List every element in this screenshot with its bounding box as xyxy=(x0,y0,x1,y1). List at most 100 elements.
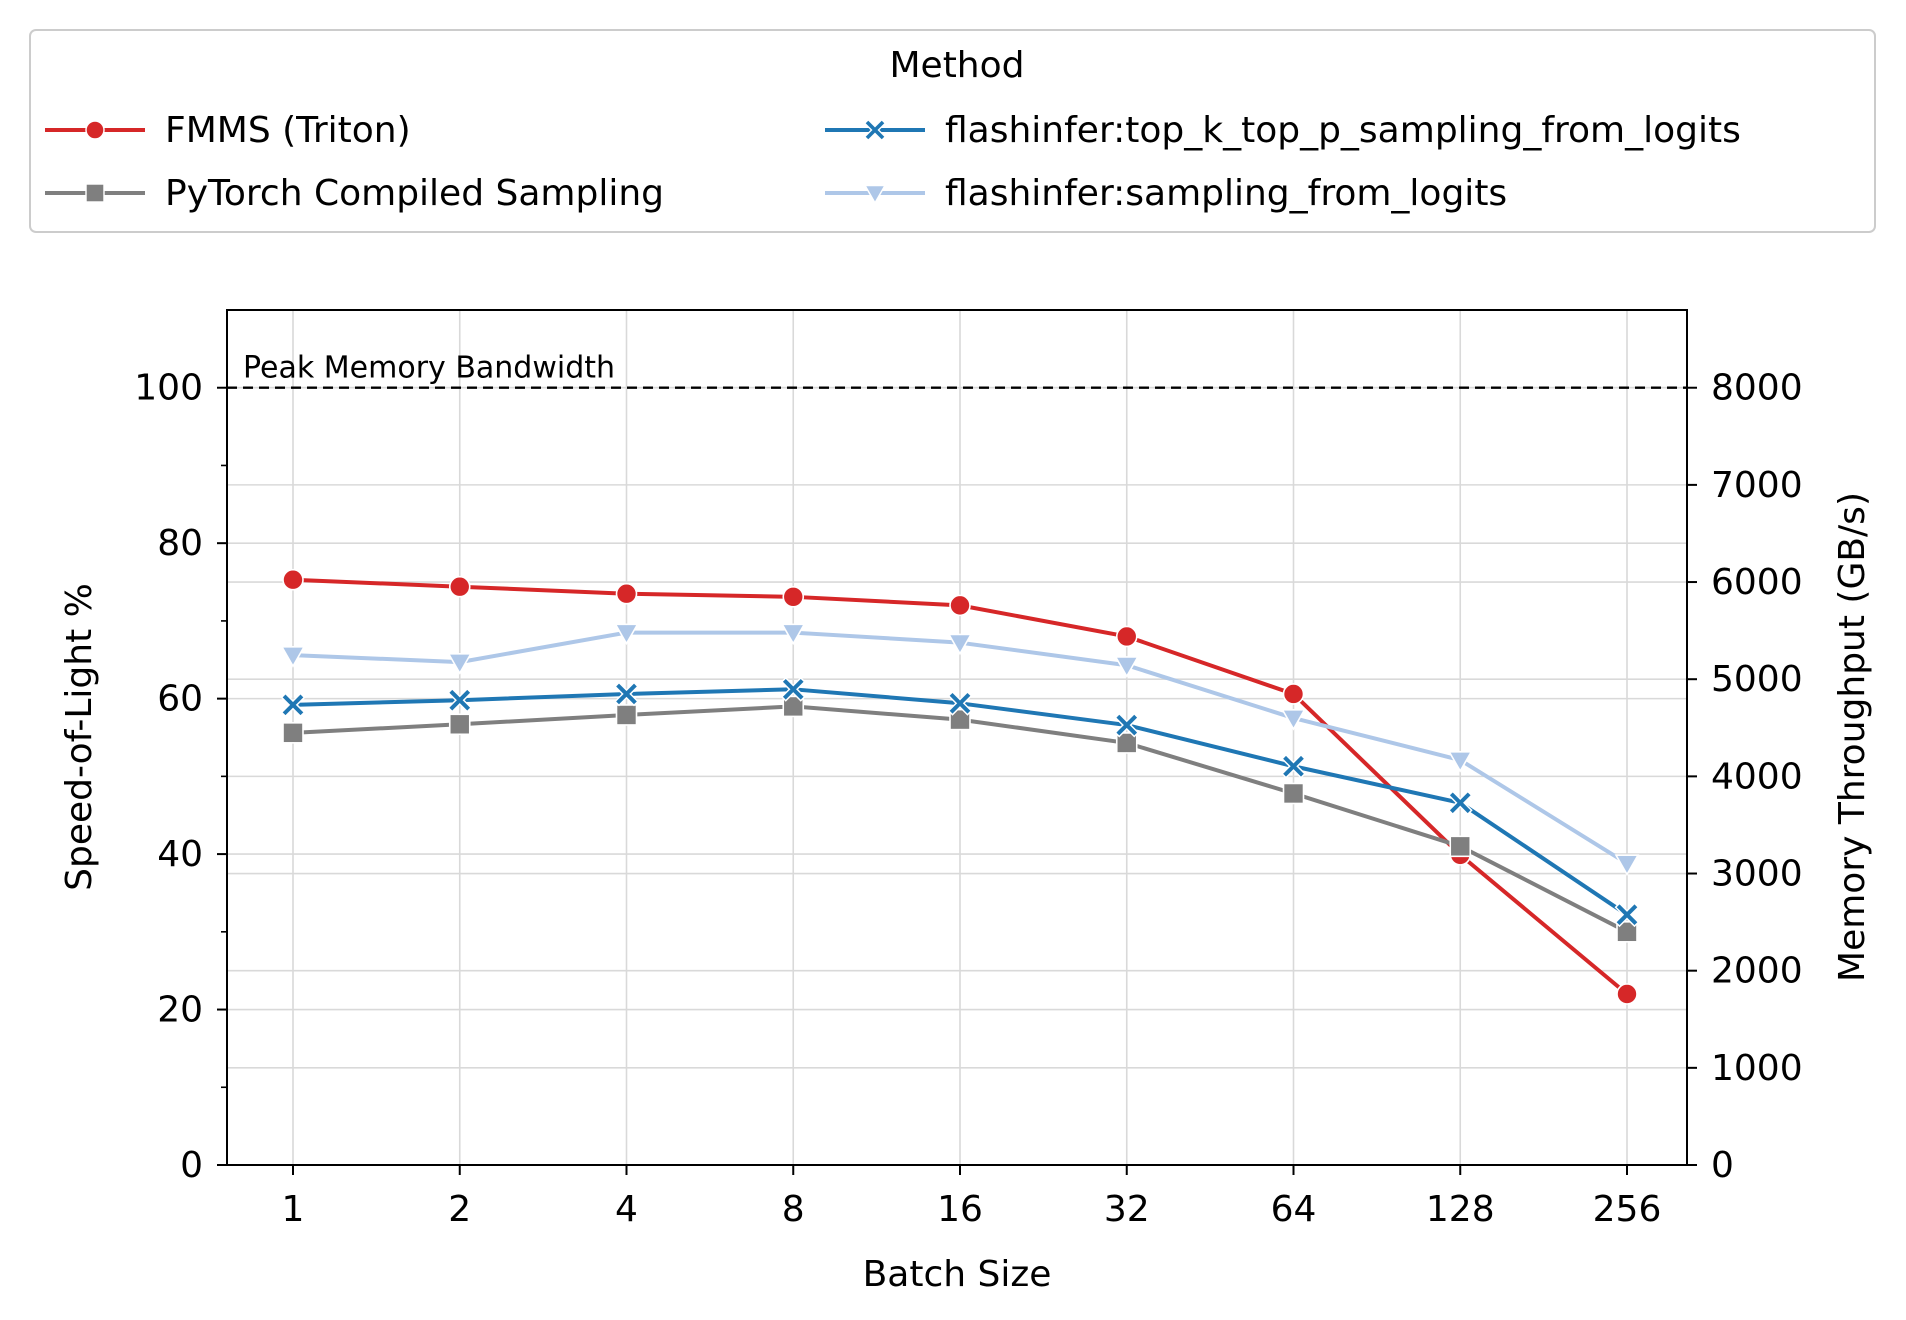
marker-cross xyxy=(616,683,637,705)
data-point xyxy=(1614,902,1640,928)
data-point xyxy=(447,687,473,713)
data-point xyxy=(1614,854,1640,877)
data-point xyxy=(447,653,473,675)
data-point xyxy=(615,582,638,605)
series-0 xyxy=(282,568,1638,1005)
data-point xyxy=(863,184,887,205)
legend-label: FMMS (Triton) xyxy=(165,110,411,151)
legend-label: flashinfer:top_k_top_p_sampling_from_log… xyxy=(945,110,1741,151)
x-tick-label: 32 xyxy=(1104,1189,1150,1230)
data-point xyxy=(1281,753,1306,779)
data-point xyxy=(1447,750,1473,773)
data-point xyxy=(448,713,471,736)
marker-cross xyxy=(782,678,804,700)
x-tick-label: 16 xyxy=(937,1189,983,1230)
y2-tick-label: 7000 xyxy=(1711,465,1803,506)
y-tick-label: 20 xyxy=(157,990,203,1031)
legend-label: flashinfer:sampling_from_logits xyxy=(945,173,1507,214)
x-tick-label: 256 xyxy=(1593,1189,1662,1230)
y-tick-label: 80 xyxy=(157,523,203,564)
legend-label: PyTorch Compiled Sampling xyxy=(165,173,664,214)
data-point xyxy=(1616,983,1638,1005)
marker-cross xyxy=(949,692,971,714)
x-axis: 1 2 4 8 16 32 64 128 256 xyxy=(282,1165,1662,1230)
marker-cross xyxy=(1449,792,1471,814)
data-point xyxy=(1281,709,1306,731)
data-point xyxy=(947,633,973,656)
x-tick-label: 8 xyxy=(782,1189,805,1230)
data-point xyxy=(1114,656,1140,678)
reference-line-group: Peak Memory Bandwidth xyxy=(227,351,1687,389)
legend: Method FMMS (Triton) PyTorch Compiled Sam… xyxy=(29,29,1876,233)
data-point xyxy=(1115,625,1138,648)
y-tick-label: 60 xyxy=(157,679,203,720)
y-tick-label: 100 xyxy=(134,368,203,409)
series-layer xyxy=(280,568,1640,1005)
y2-tick-label: 8000 xyxy=(1711,368,1803,409)
peak-bandwidth-label: Peak Memory Bandwidth xyxy=(243,351,615,386)
y2-tick-label: 0 xyxy=(1711,1145,1734,1186)
x-tick-label: 1 xyxy=(282,1189,305,1230)
marker-cross xyxy=(865,120,885,140)
data-point xyxy=(1114,712,1140,738)
series-1 xyxy=(282,695,1638,943)
data-point xyxy=(780,676,806,702)
y2-tick-label: 3000 xyxy=(1711,854,1803,895)
y-axis: 0 20 40 60 80 100 xyxy=(134,368,227,1186)
marker-cross xyxy=(1116,714,1138,736)
x-tick-label: 128 xyxy=(1426,1189,1495,1230)
marker-cross xyxy=(1283,755,1304,777)
x-axis-label: Batch Size xyxy=(863,1254,1052,1295)
data-point xyxy=(85,120,105,140)
marker-cross xyxy=(1616,904,1638,926)
data-point xyxy=(614,681,639,707)
data-point xyxy=(1449,835,1472,858)
y2-axis-label: Memory Throughput (GB/s) xyxy=(1832,492,1873,982)
data-point xyxy=(1282,683,1305,705)
marker-cross xyxy=(449,689,471,711)
y2-tick-label: 4000 xyxy=(1711,756,1803,797)
data-point xyxy=(947,690,973,716)
x-tick-label: 2 xyxy=(448,1189,471,1230)
y-axis-label: Speed-of-Light % xyxy=(59,583,100,891)
legend-entry-2: flashinfer:top_k_top_p_sampling_from_log… xyxy=(825,110,1741,151)
data-point xyxy=(282,722,304,744)
data-point xyxy=(782,695,805,718)
plot-frame xyxy=(226,309,1688,1166)
data-point xyxy=(85,183,105,203)
marker-cross xyxy=(282,694,304,716)
y2-tick-label: 5000 xyxy=(1711,659,1803,700)
series-2 xyxy=(280,676,1640,928)
data-point xyxy=(1282,782,1305,805)
y-tick-label: 0 xyxy=(180,1145,203,1186)
legend-frame xyxy=(29,29,1876,233)
data-point xyxy=(780,623,806,646)
y2-axis: 0 1000 2000 3000 4000 5000 6000 7000 8000 xyxy=(1687,368,1803,1186)
legend-entry-0: FMMS (Triton) xyxy=(45,110,411,151)
data-point xyxy=(280,646,306,668)
legend-entry-3: flashinfer:sampling_from_logits xyxy=(825,173,1507,214)
data-point xyxy=(448,575,471,598)
legend-title: Method xyxy=(889,45,1024,86)
y-tick-label: 40 xyxy=(157,834,203,875)
data-point xyxy=(615,704,638,726)
data-point xyxy=(949,708,971,731)
series-3 xyxy=(280,623,1640,877)
data-point xyxy=(614,623,639,646)
y2-tick-label: 6000 xyxy=(1711,562,1803,603)
data-point xyxy=(863,118,887,142)
data-point xyxy=(782,586,805,608)
x-tick-label: 64 xyxy=(1271,1189,1317,1230)
data-point xyxy=(1447,790,1473,816)
data-point xyxy=(1115,732,1138,754)
y2-tick-label: 1000 xyxy=(1711,1048,1803,1089)
data-point xyxy=(949,594,971,617)
data-point xyxy=(280,692,306,718)
data-point xyxy=(1616,921,1638,943)
data-point xyxy=(282,568,304,591)
legend-entry-1: PyTorch Compiled Sampling xyxy=(45,173,664,214)
grid xyxy=(227,310,1687,1166)
x-tick-label: 4 xyxy=(615,1189,638,1230)
y2-tick-label: 2000 xyxy=(1711,951,1803,992)
